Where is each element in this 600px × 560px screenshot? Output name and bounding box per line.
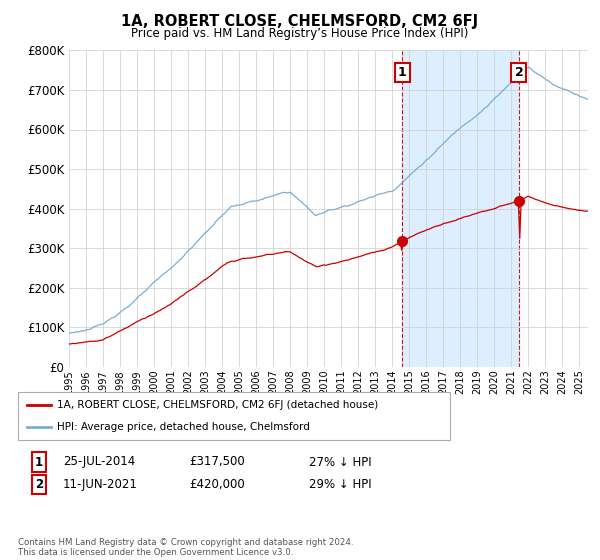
Text: 25-JUL-2014: 25-JUL-2014: [63, 455, 135, 469]
Text: 29% ↓ HPI: 29% ↓ HPI: [309, 478, 371, 491]
Text: 11-JUN-2021: 11-JUN-2021: [63, 478, 138, 491]
Text: 1A, ROBERT CLOSE, CHELMSFORD, CM2 6FJ (detached house): 1A, ROBERT CLOSE, CHELMSFORD, CM2 6FJ (d…: [57, 400, 378, 410]
Text: Price paid vs. HM Land Registry’s House Price Index (HPI): Price paid vs. HM Land Registry’s House …: [131, 27, 469, 40]
Text: £317,500: £317,500: [189, 455, 245, 469]
Text: 27% ↓ HPI: 27% ↓ HPI: [309, 455, 371, 469]
Text: Contains HM Land Registry data © Crown copyright and database right 2024.
This d: Contains HM Land Registry data © Crown c…: [18, 538, 353, 557]
Bar: [402, 50, 519, 367]
Text: £420,000: £420,000: [189, 478, 245, 491]
Text: HPI: Average price, detached house, Chelmsford: HPI: Average price, detached house, Chel…: [57, 422, 310, 432]
Text: 1: 1: [398, 66, 406, 78]
Text: 2: 2: [35, 478, 43, 491]
Text: 1A, ROBERT CLOSE, CHELMSFORD, CM2 6FJ: 1A, ROBERT CLOSE, CHELMSFORD, CM2 6FJ: [121, 14, 479, 29]
Text: 1: 1: [35, 455, 43, 469]
Text: 2: 2: [515, 66, 523, 78]
